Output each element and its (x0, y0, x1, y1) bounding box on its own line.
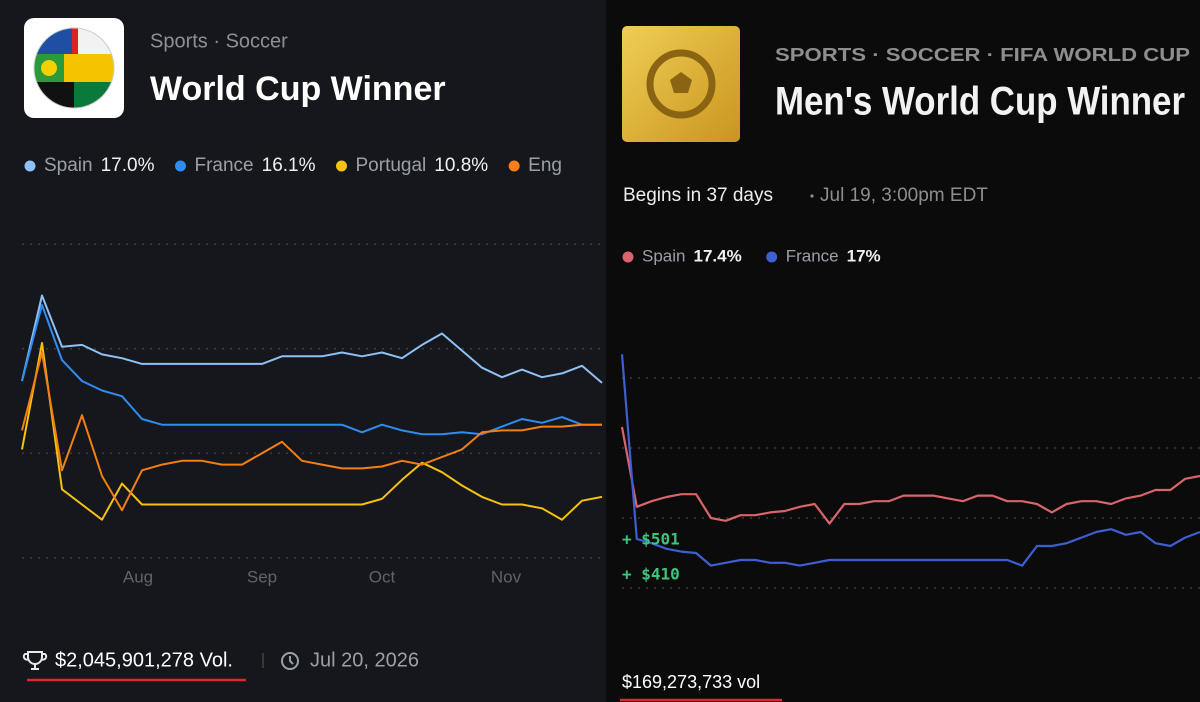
legend-swatch (766, 251, 778, 263)
x-tick-label: Oct (369, 567, 396, 586)
ball-icon (34, 28, 114, 108)
market-title: World Cup Winner (150, 70, 446, 108)
start-time: Jul 19, 3:00pm EDT (820, 185, 988, 206)
legend-name: Spain (642, 246, 685, 265)
legend-name: Eng (528, 155, 562, 176)
legend-name: Portugal (356, 155, 427, 176)
x-tick-label: Nov (491, 567, 522, 586)
legend-value: 17% (847, 246, 881, 265)
legend: Spain 17.4% France 17% (622, 246, 881, 265)
end-date: Jul 20, 2026 (310, 649, 419, 671)
series-line (620, 426, 1200, 525)
breadcrumb: SPORTS · SOCCER · FIFA WORLD CUP (775, 45, 1190, 65)
legend-swatch (174, 160, 186, 172)
legend-swatch (336, 160, 347, 172)
left-panel: Sports · Soccer World Cup Winner Spain 17… (0, 0, 606, 702)
countdown: Begins in 37 days (623, 185, 773, 206)
series-line (620, 354, 1200, 567)
legend-name: France (194, 155, 253, 176)
right-panel: SPORTS · SOCCER · FIFA WORLD CUP Men's W… (606, 0, 1200, 702)
separator-dot (810, 194, 814, 198)
legend-value: 10.8% (434, 155, 488, 176)
chart: + $501 + $410 (620, 354, 1200, 589)
chart: Aug Sep Oct Nov (21, 243, 603, 586)
trophy-icon (22, 651, 48, 670)
market-title: Men's World Cup Winner (775, 80, 1185, 124)
ball-outline (33, 27, 115, 109)
legend-swatch (622, 251, 634, 263)
ball-pentagon (670, 72, 692, 93)
legend-name: Spain (44, 155, 93, 176)
legend-value: 17.0% (101, 155, 155, 176)
legend: Spain 17.0% France 16.1% Portugal 10.8% Eng (24, 155, 562, 176)
x-tick-label: Sep (247, 567, 277, 586)
legend-swatch (508, 160, 520, 172)
volume: $2,045,901,278 Vol. (55, 649, 233, 671)
x-tick-label: Aug (123, 567, 153, 586)
annotation: + $410 (622, 565, 680, 584)
legend-value: 16.1% (262, 155, 316, 176)
series-line (21, 304, 602, 436)
legend-name: France (786, 246, 839, 265)
breadcrumb: Sports · Soccer (150, 30, 288, 52)
clock-icon (281, 652, 299, 670)
volume: $169,273,733 vol (622, 672, 760, 692)
series-line (21, 351, 602, 512)
legend-value: 17.4% (693, 246, 741, 265)
legend-swatch (24, 160, 36, 172)
series-line (21, 294, 603, 384)
annotation: + $501 (622, 530, 680, 549)
ball-icon (646, 49, 716, 119)
series-line (21, 342, 603, 521)
